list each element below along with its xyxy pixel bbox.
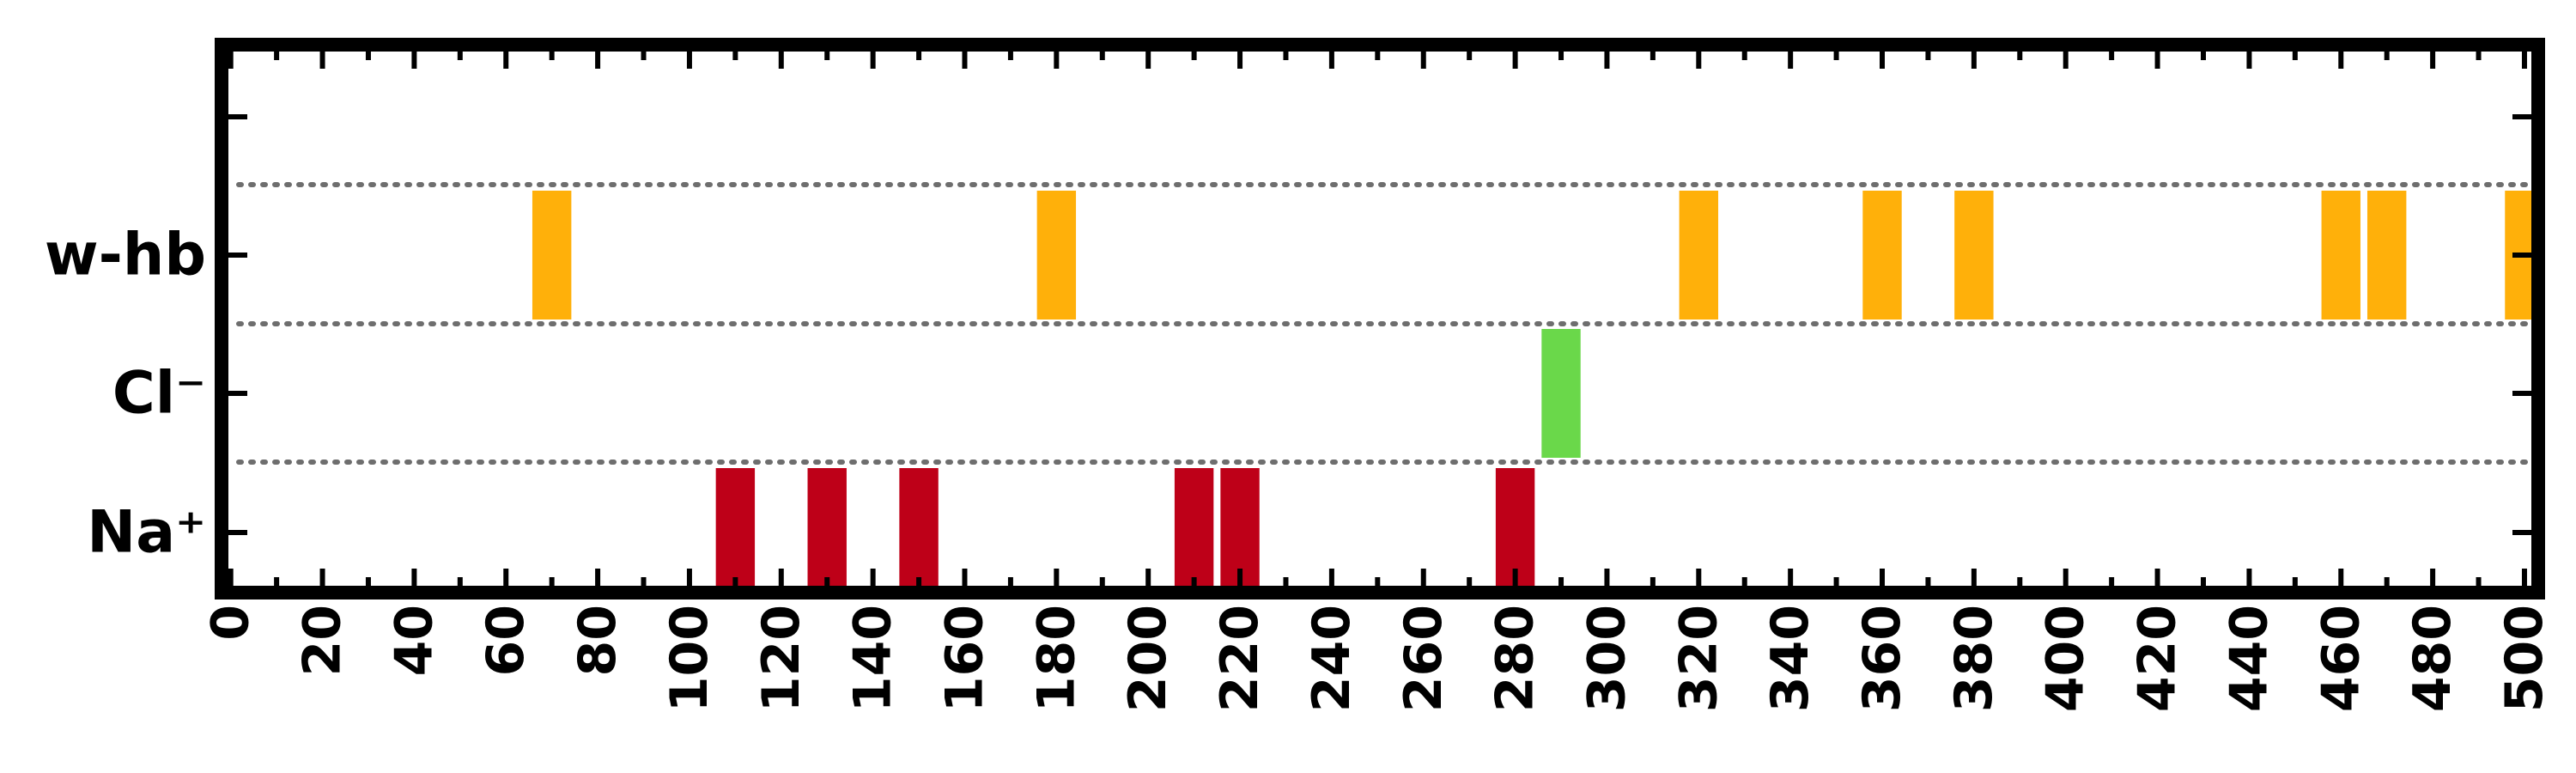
- x-tick-label-340: 340: [1760, 605, 1820, 712]
- x-tick-label-180: 180: [1026, 605, 1086, 712]
- x-tick-label-80: 80: [568, 605, 628, 677]
- x-tick-label-400: 400: [2036, 605, 2096, 712]
- x-tick-label-480: 480: [2403, 605, 2463, 712]
- x-tick-label-240: 240: [1302, 605, 1362, 712]
- x-tick-label-380: 380: [1944, 605, 2004, 712]
- x-tick-label-120: 120: [751, 605, 811, 712]
- x-tick-label-300: 300: [1577, 605, 1637, 712]
- event-bar-w-hb-4: [1954, 191, 1994, 320]
- x-tick-label-140: 140: [843, 605, 903, 712]
- x-tick-label-440: 440: [2219, 605, 2279, 712]
- x-tick-label-200: 200: [1118, 605, 1178, 712]
- event-bar-w-hb-2: [1679, 191, 1719, 320]
- event-bar-na--3: [1174, 468, 1214, 597]
- x-tick-label-360: 360: [1852, 605, 1912, 712]
- event-bar-w-hb-1: [1036, 191, 1077, 320]
- event-bar-w-hb-3: [1862, 191, 1902, 320]
- y-tick-label-0: w-hb: [45, 222, 206, 289]
- event-bar-w-hb-5: [2321, 191, 2360, 320]
- x-tick-label-0: 0: [201, 605, 261, 641]
- x-tick-label-60: 60: [476, 605, 536, 677]
- x-tick-label-220: 220: [1210, 605, 1270, 712]
- event-bar-w-hb-6: [2366, 191, 2407, 320]
- x-tick-label-500: 500: [2494, 605, 2555, 712]
- x-tick-labels: 0 20 40 60 80 100 120 140 160 180 200 220 240 260 280 3…: [201, 605, 2555, 712]
- x-tick-label-460: 460: [2311, 605, 2371, 712]
- event-bar-na--2: [899, 468, 939, 597]
- y-tick-label-2: Na⁺: [87, 499, 206, 567]
- x-tick-label-320: 320: [1668, 605, 1728, 712]
- event-bars: [532, 191, 2531, 597]
- x-tick-label-160: 160: [934, 605, 994, 712]
- x-tick-label-280: 280: [1485, 605, 1546, 712]
- event-bar-w-hb-0: [532, 191, 572, 320]
- y-tick-labels: w-hb Cl⁻ Na⁺: [45, 222, 206, 567]
- x-tick-label-260: 260: [1394, 605, 1454, 712]
- event-bar-na--1: [807, 468, 847, 597]
- x-tick-label-100: 100: [659, 605, 720, 712]
- event-bar-na--0: [715, 468, 756, 597]
- x-tick-label-20: 20: [293, 605, 353, 677]
- plot-frame: [215, 38, 2545, 600]
- y-tick-label-1: Cl⁻: [112, 360, 206, 428]
- row-separators: [236, 182, 2534, 465]
- x-tick-label-420: 420: [2128, 605, 2188, 712]
- event-bar-cl--0: [1541, 329, 1581, 458]
- x-tick-label-40: 40: [384, 605, 444, 677]
